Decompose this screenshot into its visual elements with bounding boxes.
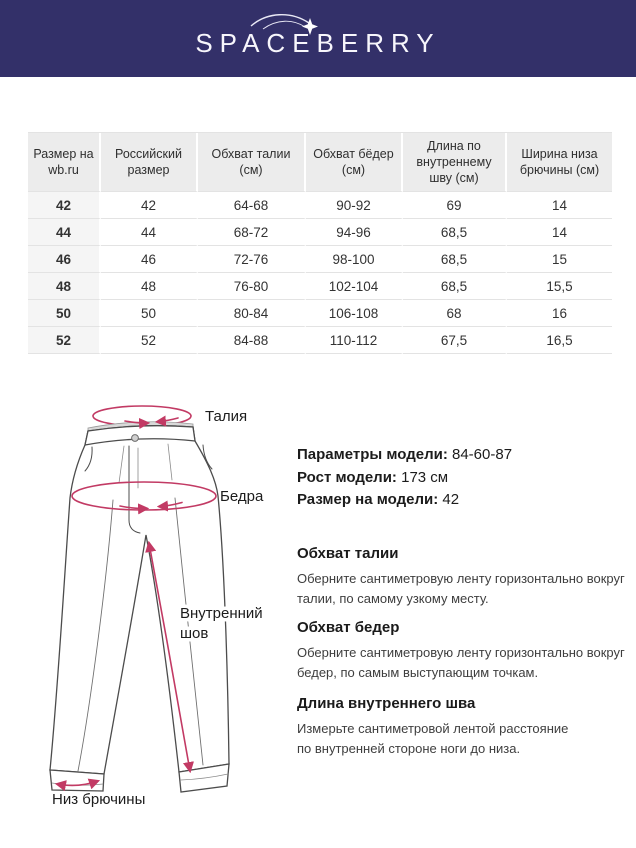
pants-diagram: Талия Бедра Внутренний шов Низ брючины <box>49 405 266 808</box>
cell: 64-68 <box>198 192 306 219</box>
brand-header: SPACEBERRY <box>0 0 636 77</box>
cell: 102-104 <box>306 273 403 300</box>
col-header-hips: Обхват бёдер (см) <box>306 133 403 192</box>
cell: 68,5 <box>403 219 507 246</box>
cell: 14 <box>507 192 612 219</box>
cell: 90-92 <box>306 192 403 219</box>
cell-size: 44 <box>28 219 101 246</box>
height-value: 173 см <box>401 468 449 486</box>
cell: 52 <box>101 327 198 354</box>
col-header-wb-size: Размер на wb.ru <box>28 133 101 192</box>
button-icon <box>131 434 139 442</box>
cell: 76-80 <box>198 273 306 300</box>
model-size-line: Размер на модели: 42 <box>297 489 627 512</box>
size-table: Размер на wb.ru Российский размер Обхват… <box>28 132 612 354</box>
guide-inseam: Длина внутреннего шва Измерьте сантиметр… <box>297 695 629 758</box>
guide-title: Обхват бедер <box>297 619 400 636</box>
model-height-line: Рост модели: 173 см <box>297 467 627 490</box>
measure-annotations <box>54 415 217 792</box>
col-header-ru-size: Российский размер <box>101 133 198 192</box>
cell: 94-96 <box>306 219 403 246</box>
cell: 50 <box>101 300 198 327</box>
guide-title: Длина внутреннего шва <box>297 695 476 712</box>
cell-size: 46 <box>28 246 101 273</box>
cell: 84-88 <box>198 327 306 354</box>
cuff-width-arrow <box>54 778 101 792</box>
cell-size: 50 <box>28 300 101 327</box>
cell: 14 <box>507 219 612 246</box>
inner-seam-label-line1: Внутренний <box>180 605 263 622</box>
leg-bottom-label: Низ брючины <box>52 791 145 808</box>
cell: 44 <box>101 219 198 246</box>
cell: 15 <box>507 246 612 273</box>
brand-logo: SPACEBERRY <box>195 28 441 58</box>
model-parameters: Параметры модели: 84-60-87 Рост модели: … <box>297 444 627 512</box>
guide-waist: Обхват талии Оберните сантиметровую лент… <box>297 545 629 608</box>
table-row: 42 42 64-68 90-92 69 14 <box>28 192 612 219</box>
size-label: Размер на модели: <box>297 491 439 508</box>
cell: 69 <box>403 192 507 219</box>
inner-seam-label-line2: шов <box>180 625 208 642</box>
size-table-body: 42 42 64-68 90-92 69 14 44 44 68-72 94-9… <box>28 192 612 354</box>
size-value: 42 <box>442 491 460 508</box>
cell: 106-108 <box>306 300 403 327</box>
cell: 42 <box>101 192 198 219</box>
cell-size: 42 <box>28 192 101 219</box>
cell: 68-72 <box>198 219 306 246</box>
col-header-inseam: Длина по внутреннему шву (см) <box>403 133 507 192</box>
cell: 16,5 <box>507 327 612 354</box>
cell: 16 <box>507 300 612 327</box>
cell: 110-112 <box>306 327 403 354</box>
comet-icon <box>250 14 319 35</box>
col-header-leg-opening: Ширина низа брючины (см) <box>507 133 612 192</box>
cell: 98-100 <box>306 246 403 273</box>
header-row: Размер на wb.ru Российский размер Обхват… <box>28 133 612 192</box>
cell: 48 <box>101 273 198 300</box>
brand-logo-wrap: SPACEBERRY <box>195 14 441 59</box>
params-value: 84-60-87 <box>452 446 513 463</box>
guide-text: Оберните сантиметровую ленту горизонталь… <box>297 645 625 680</box>
height-label: Рост модели: <box>297 468 397 486</box>
table-row: 46 46 72-76 98-100 68,5 15 <box>28 246 612 273</box>
table-row: 50 50 80-84 106-108 68 16 <box>28 300 612 327</box>
inner-seam-arrow <box>145 540 194 774</box>
guide-text: Оберните сантиметровую ленту горизонталь… <box>297 571 625 606</box>
params-label: Параметры модели: <box>297 446 448 463</box>
col-header-waist: Обхват талии (см) <box>198 133 306 192</box>
cell: 80-84 <box>198 300 306 327</box>
cell: 15,5 <box>507 273 612 300</box>
cell: 72-76 <box>198 246 306 273</box>
hips-label: Бедра <box>220 488 264 505</box>
waist-label: Талия <box>205 408 247 425</box>
guide-title: Обхват талии <box>297 545 399 562</box>
model-params-line: Параметры модели: 84-60-87 <box>297 444 627 467</box>
size-table-head: Размер на wb.ru Российский размер Обхват… <box>28 133 612 192</box>
table-row: 52 52 84-88 110-112 67,5 16,5 <box>28 327 612 354</box>
cell: 68,5 <box>403 273 507 300</box>
guide-text: Измерьте сантиметровой лентой расстояние… <box>297 721 569 756</box>
cell-size: 52 <box>28 327 101 354</box>
table-row: 48 48 76-80 102-104 68,5 15,5 <box>28 273 612 300</box>
table-row: 44 44 68-72 94-96 68,5 14 <box>28 219 612 246</box>
guide-hips: Обхват бедер Оберните сантиметровую лент… <box>297 619 629 682</box>
cell-size: 48 <box>28 273 101 300</box>
cell: 68,5 <box>403 246 507 273</box>
cell: 68 <box>403 300 507 327</box>
cell: 46 <box>101 246 198 273</box>
cell: 67,5 <box>403 327 507 354</box>
